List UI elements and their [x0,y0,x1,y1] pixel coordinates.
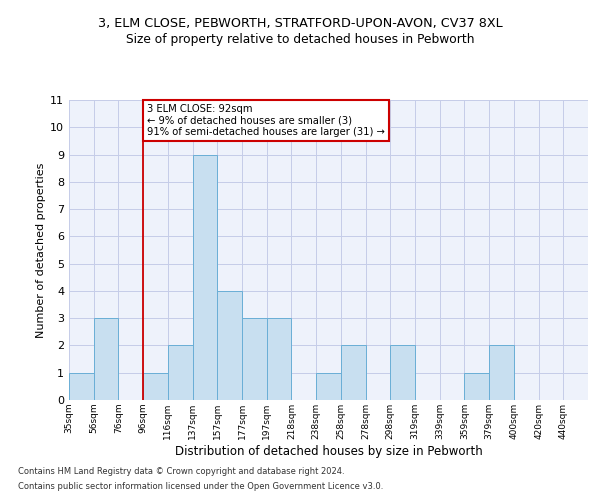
Text: Contains HM Land Registry data © Crown copyright and database right 2024.: Contains HM Land Registry data © Crown c… [18,467,344,476]
Bar [193,154,217,400]
Bar [217,291,242,400]
Bar [341,346,365,400]
Bar [242,318,267,400]
Text: Contains public sector information licensed under the Open Government Licence v3: Contains public sector information licen… [18,482,383,491]
Text: Size of property relative to detached houses in Pebworth: Size of property relative to detached ho… [126,32,474,46]
Bar [69,372,94,400]
Bar [94,318,118,400]
Bar [316,372,341,400]
Y-axis label: Number of detached properties: Number of detached properties [36,162,46,338]
Bar [390,346,415,400]
Bar [143,372,168,400]
Bar [168,346,193,400]
Bar [267,318,292,400]
Text: 3, ELM CLOSE, PEBWORTH, STRATFORD-UPON-AVON, CV37 8XL: 3, ELM CLOSE, PEBWORTH, STRATFORD-UPON-A… [98,18,502,30]
Bar [464,372,489,400]
X-axis label: Distribution of detached houses by size in Pebworth: Distribution of detached houses by size … [175,444,482,458]
Bar [489,346,514,400]
Text: 3 ELM CLOSE: 92sqm
← 9% of detached houses are smaller (3)
91% of semi-detached : 3 ELM CLOSE: 92sqm ← 9% of detached hous… [147,104,385,138]
